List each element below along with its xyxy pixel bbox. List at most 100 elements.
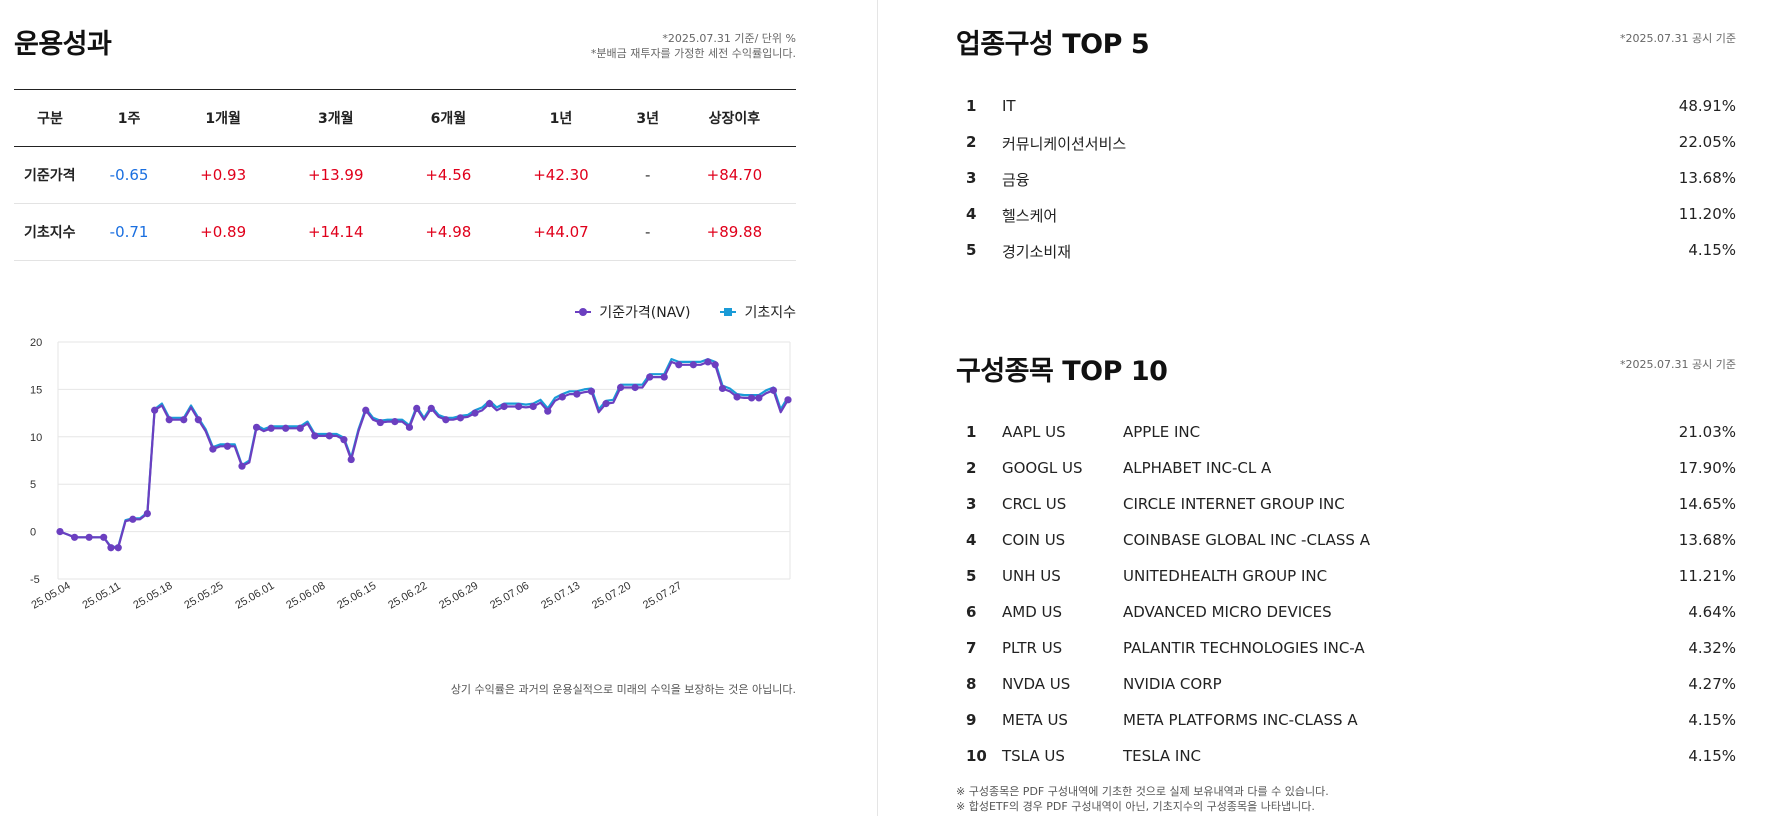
- col-header: 상장이후: [672, 89, 796, 147]
- sector-note: *2025.07.31 공시 기준: [1620, 32, 1736, 45]
- sector-name: 커뮤니케이션서비스: [1002, 135, 1127, 153]
- holdings-note: *2025.07.31 공시 기준: [1620, 358, 1736, 371]
- holding-ticker: AAPL US: [1002, 423, 1066, 441]
- performance-table: 구분 1주 1개월 3개월 6개월 1년 3년 상장이후 기준가격 -0.65 +0…: [14, 89, 796, 261]
- col-header: 1년: [499, 89, 623, 147]
- nav-data-point: [675, 361, 683, 369]
- nav-data-point: [544, 407, 552, 415]
- holding-company: PALANTIR TECHNOLOGIES INC-A: [1123, 639, 1365, 657]
- holding-rank: 9: [966, 711, 977, 729]
- sector-row: 4 헬스케어 11.20%: [956, 197, 1736, 233]
- nav-data-point: [325, 432, 333, 440]
- holding-company: TESLA INC: [1123, 747, 1202, 765]
- table-cell: +14.14: [274, 203, 398, 261]
- holding-company: COINBASE GLOBAL INC -CLASS A: [1123, 531, 1370, 549]
- series-line-index: [59, 358, 789, 548]
- nav-data-point: [755, 394, 763, 402]
- holdings-footnotes: ※ 구성종목은 PDF 구성내역에 기초한 것으로 실제 보유내역과 다를 수 …: [956, 784, 1329, 814]
- nav-data-point: [252, 423, 261, 431]
- table-cell: +4.98: [397, 203, 500, 261]
- sector-name: 경기소비재: [1002, 243, 1072, 261]
- sector-weight: 11.20%: [1678, 205, 1736, 223]
- table-row: 기초지수 -0.71 +0.89 +14.14 +4.98 +44.07- +89.88: [14, 203, 796, 261]
- nav-data-point: [558, 393, 566, 401]
- performance-note-line1: *2025.07.31 기준/ 단위 %: [662, 32, 796, 45]
- nav-data-point: [151, 406, 159, 414]
- holding-weight: 21.03%: [1678, 423, 1736, 441]
- legend-item-index[interactable]: 기초지수: [720, 302, 796, 322]
- nav-data-point: [129, 515, 137, 523]
- col-header: 6개월: [397, 89, 500, 147]
- table-row: 기준가격 -0.65 +0.93 +13.99 +4.56 +42.30- +84.70: [14, 146, 796, 204]
- holding-ticker: GOOGL US: [1002, 459, 1083, 477]
- sector-row: 1 IT 48.91%: [956, 89, 1736, 125]
- holdings-list: 1 AAPL US APPLE INC 21.03% 2 GOOGL US ALPHABET…: [956, 415, 1736, 775]
- table-cell: -: [622, 203, 673, 261]
- nav-data-point: [718, 384, 727, 393]
- x-tick-label: 25.06.15: [335, 580, 378, 612]
- x-tick-label: 25.05.11: [80, 580, 122, 611]
- holding-rank: 7: [966, 639, 977, 657]
- sector-title: 업종구성 TOP 5: [956, 29, 1150, 60]
- nav-data-point: [267, 424, 275, 432]
- sector-rank: 5: [966, 241, 977, 259]
- table-cell: +0.93: [172, 146, 275, 204]
- sector-name: 금융: [1002, 171, 1030, 189]
- x-tick-label: 25.06.22: [386, 580, 429, 612]
- y-tick-label: 5: [30, 479, 36, 491]
- legend-item-nav[interactable]: 기준가격(NAV): [575, 302, 690, 322]
- holding-rank: 10: [966, 747, 987, 765]
- nav-data-point: [209, 445, 217, 453]
- footnote-line2: ※ 합성ETF의 경우 PDF 구성내역이 아닌, 기초지수의 구성종목을 나타…: [956, 800, 1315, 813]
- nav-data-point: [631, 383, 639, 392]
- sector-rank: 2: [966, 133, 977, 151]
- table-cell: -0.71: [86, 203, 173, 261]
- row-label: 기초지수: [14, 203, 86, 261]
- legend-label-nav: 기준가격(NAV): [599, 305, 691, 321]
- nav-data-point: [456, 414, 464, 422]
- footnote-line1: ※ 구성종목은 PDF 구성내역에 기초한 것으로 실제 보유내역과 다를 수 …: [956, 785, 1329, 798]
- holding-row: 6 AMD US ADVANCED MICRO DEVICES 4.64%: [956, 595, 1736, 631]
- y-tick-label: -5: [30, 574, 40, 586]
- holding-rank: 1: [966, 423, 977, 441]
- holdings-title: 구성종목 TOP 10: [956, 356, 1168, 387]
- nav-data-point: [70, 533, 79, 541]
- sector-list: 1 IT 48.91% 2 커뮤니케이션서비스 22.05% 3 금융 13.68% 4 헬스케어 1…: [956, 89, 1736, 269]
- table-cell: +4.56: [397, 146, 500, 204]
- x-tick-label: 25.05.25: [182, 580, 225, 612]
- holding-row: 5 UNH US UNITEDHEALTH GROUP INC 11.21%: [956, 559, 1736, 595]
- sector-rank: 1: [966, 97, 977, 115]
- legend-swatch-nav: [575, 307, 592, 317]
- nav-data-point: [471, 409, 479, 417]
- holding-row: 4 COIN US COINBASE GLOBAL INC -CLASS A 13.6…: [956, 523, 1736, 559]
- nav-data-point: [427, 404, 435, 412]
- nav-data-point: [56, 528, 64, 536]
- sector-row: 5 경기소비재 4.15%: [956, 233, 1736, 269]
- nav-data-point: [107, 544, 115, 552]
- holding-ticker: TSLA US: [1002, 747, 1065, 765]
- holding-rank: 5: [966, 567, 977, 585]
- nav-data-point: [616, 383, 625, 392]
- x-tick-label: 25.07.06: [488, 580, 531, 612]
- holding-company: META PLATFORMS INC-CLASS A: [1123, 711, 1358, 729]
- performance-section: 운용성과 *2025.07.31 기준/ 단위 % *분배금 재투자를 가정한 …: [14, 0, 796, 816]
- nav-data-point: [442, 416, 450, 424]
- nav-data-point: [296, 424, 304, 432]
- chart-legend: 기준가격(NAV) 기초지수: [575, 302, 796, 322]
- nav-data-point: [573, 390, 581, 398]
- holding-row: 3 CRCL US CIRCLE INTERNET GROUP INC 14.65%: [956, 487, 1736, 523]
- nav-data-point: [100, 533, 108, 541]
- nav-data-point: [143, 509, 151, 518]
- composition-section: 업종구성 TOP 5 *2025.07.31 공시 기준 1 IT 48.91% 2 커…: [956, 0, 1736, 816]
- holding-rank: 6: [966, 603, 977, 621]
- nav-data-point: [391, 418, 399, 426]
- table-header-row: 구분 1주 1개월 3개월 6개월 1년 3년 상장이후: [14, 89, 796, 147]
- nav-data-point: [376, 418, 384, 427]
- holding-rank: 3: [966, 495, 977, 513]
- legend-label-index: 기초지수: [744, 305, 796, 321]
- sector-weight: 4.15%: [1688, 241, 1736, 259]
- holding-company: APPLE INC: [1123, 423, 1201, 441]
- table-cell: -0.65: [86, 146, 173, 204]
- nav-data-point: [194, 416, 202, 424]
